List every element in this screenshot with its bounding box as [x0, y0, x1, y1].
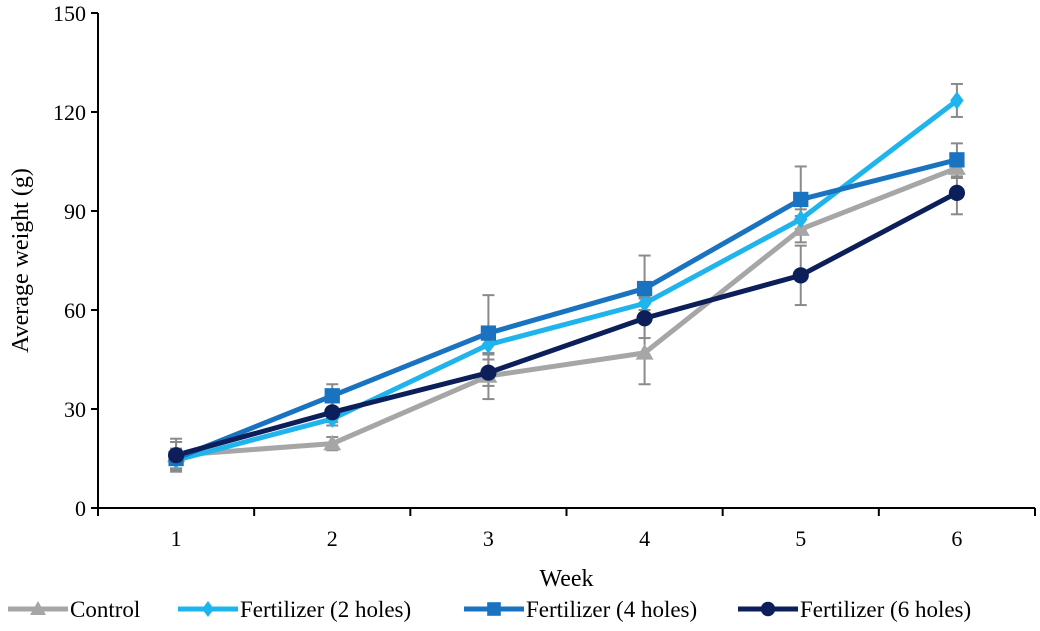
x-tick-label: 4 — [639, 526, 650, 551]
legend-marker — [30, 601, 46, 615]
legend-marker — [487, 602, 501, 616]
y-tick-label: 90 — [64, 199, 86, 224]
axes: 0 30 60 90 120 150 1 2 3 4 5 6 Week Average weight (g… — [8, 1, 1036, 592]
data-point — [167, 447, 185, 464]
x-axis-title: Week — [539, 566, 593, 592]
data-point — [323, 434, 342, 451]
data-point — [794, 210, 808, 229]
y-axis-title: Average weight (g) — [8, 168, 34, 353]
y-tick-label: 0 — [75, 496, 86, 521]
data-point — [636, 310, 653, 327]
x-tick-label: 5 — [795, 526, 806, 551]
data-point — [950, 91, 964, 110]
y-tick-label: 30 — [64, 397, 86, 422]
legend-label: Fertilizer (2 holes) — [240, 597, 411, 622]
x-tick-label: 2 — [327, 526, 338, 551]
x-tick-label: 1 — [171, 526, 182, 551]
data-point — [635, 343, 654, 360]
data-point — [637, 294, 652, 313]
y-tick-label: 120 — [53, 100, 86, 125]
data-point — [480, 364, 497, 381]
x-tick-label: 3 — [483, 526, 494, 551]
series-line-2 — [173, 97, 960, 463]
data-point — [636, 280, 653, 297]
data-point — [949, 152, 965, 168]
y-tick-label: 60 — [64, 298, 86, 323]
series-line-4 — [173, 190, 960, 458]
series-lines — [173, 97, 960, 463]
series-markers — [167, 91, 966, 470]
y-tick-label: 150 — [53, 1, 86, 26]
data-point — [324, 404, 341, 421]
series-line-3 — [173, 157, 960, 461]
data-point — [948, 184, 966, 201]
series-line-1 — [173, 165, 960, 458]
legend-label: Fertilizer (4 holes) — [526, 597, 697, 622]
x-tick-label: 6 — [951, 526, 962, 551]
legend-marker — [202, 601, 214, 617]
legend: Control Fertilizer (2 holes) Fertilizer (4… — [8, 597, 971, 622]
data-point — [792, 267, 809, 284]
data-point — [793, 191, 809, 208]
data-point — [480, 325, 497, 341]
data-point — [324, 388, 340, 404]
legend-label: Control — [70, 597, 140, 622]
legend-marker — [760, 601, 776, 617]
legend-label: Fertilizer (6 holes) — [800, 597, 971, 622]
